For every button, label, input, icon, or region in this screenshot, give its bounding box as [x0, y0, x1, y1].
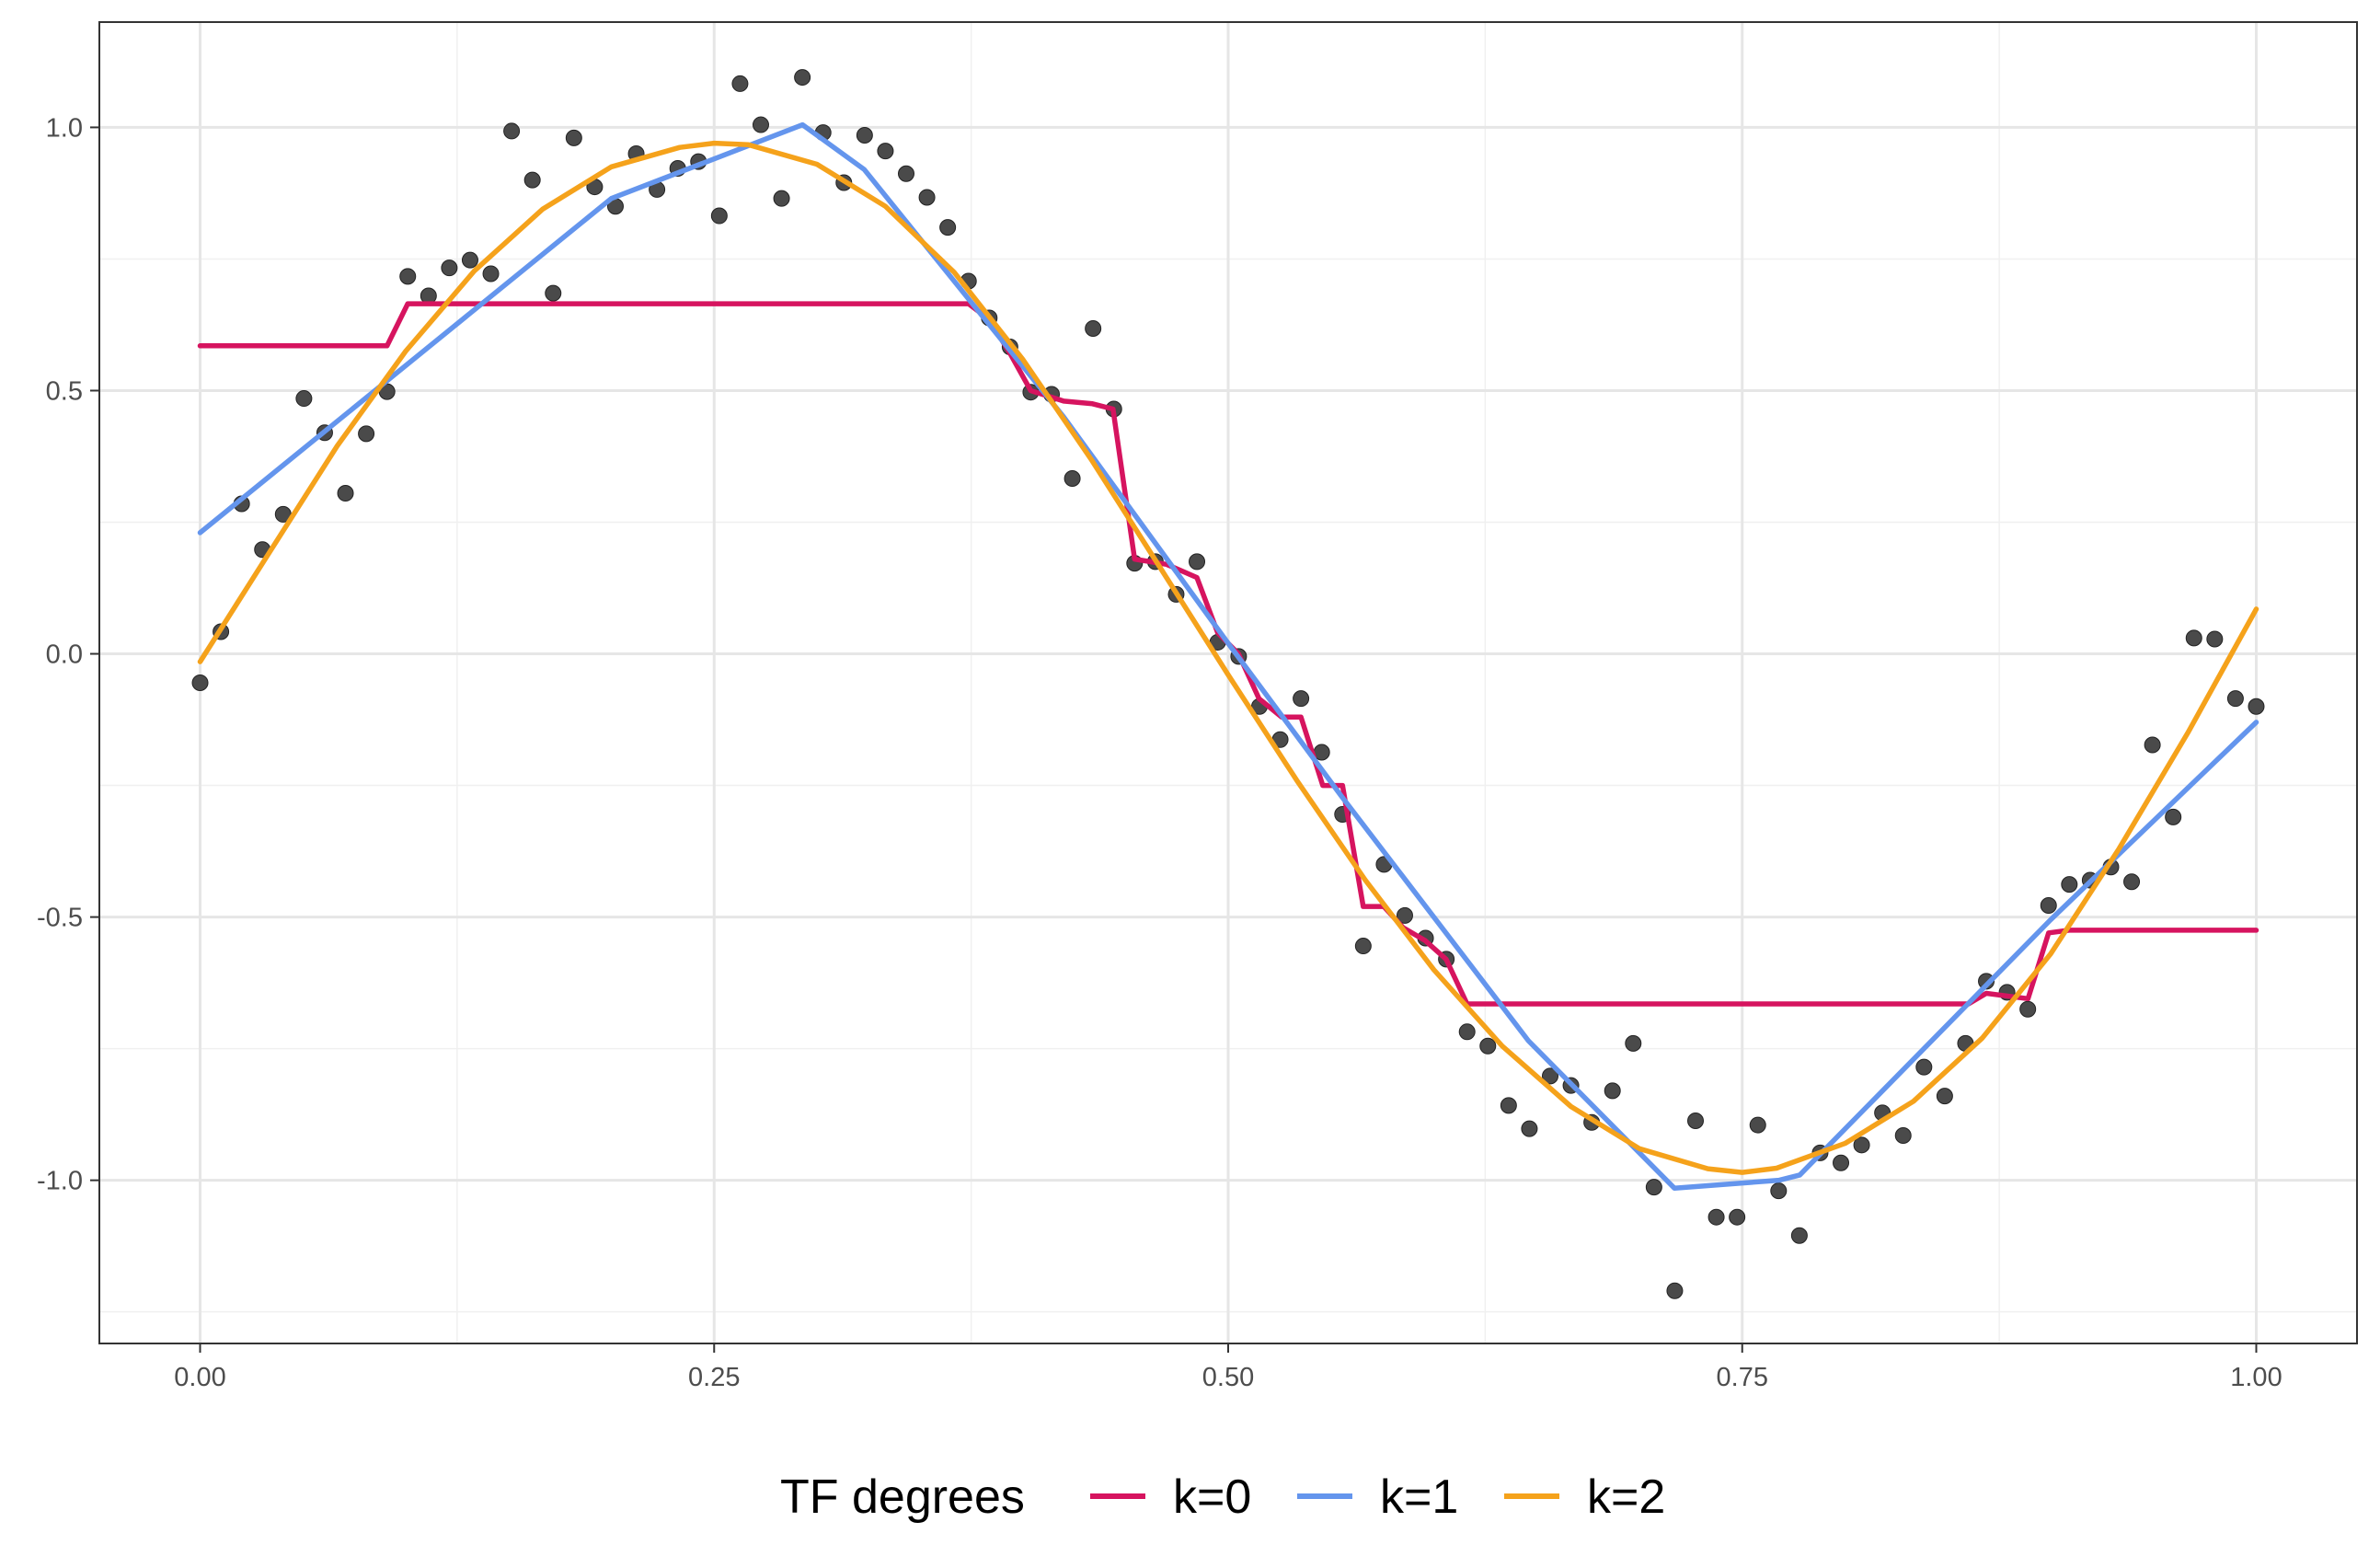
data-point	[1687, 1112, 1705, 1129]
data-point	[545, 284, 562, 302]
data-point	[856, 127, 873, 144]
data-point	[1749, 1116, 1766, 1134]
data-point	[1541, 1067, 1558, 1085]
data-point	[918, 189, 936, 206]
data-point	[441, 259, 458, 277]
data-point	[191, 674, 209, 691]
series-line-k2	[197, 140, 2259, 1175]
data-point	[1790, 1227, 1808, 1244]
data-point	[1833, 1154, 1850, 1171]
y-tick-label: 0.0	[46, 640, 83, 670]
data-point	[399, 268, 417, 285]
y-tick-label: 1.0	[46, 113, 83, 143]
panel-border	[98, 21, 2358, 1344]
data-point	[1189, 553, 1206, 571]
data-point	[461, 251, 478, 269]
data-point	[1604, 1082, 1621, 1100]
data-point	[2248, 698, 2265, 715]
data-point	[1521, 1120, 1538, 1137]
data-point	[1064, 470, 1081, 488]
data-point	[2165, 808, 2182, 825]
x-tick-label: 0.00	[174, 1363, 225, 1392]
data-point	[1770, 1182, 1788, 1200]
legend-label: k=2	[1587, 1470, 1665, 1524]
data-point	[337, 485, 354, 502]
legend: TF degrees k=0 k=1 k=2	[780, 1470, 1665, 1524]
data-point	[2061, 876, 2078, 894]
data-point	[731, 75, 749, 92]
y-tick-label: 0.5	[46, 376, 83, 406]
series-line-k1	[197, 121, 2259, 1191]
data-point	[523, 171, 541, 189]
data-point	[1978, 973, 1995, 990]
x-tick-label: 0.25	[688, 1363, 740, 1392]
data-point	[1085, 319, 1102, 337]
data-point	[295, 390, 313, 408]
data-point	[710, 207, 728, 225]
data-point	[1915, 1058, 1933, 1076]
data-point	[1894, 1127, 1912, 1145]
data-point	[1354, 938, 1372, 955]
series-line-k0	[197, 301, 2259, 1007]
data-point	[939, 219, 957, 236]
fit-lines	[197, 121, 2259, 1191]
legend-label: k=0	[1173, 1470, 1251, 1524]
data-point	[1936, 1088, 1953, 1105]
data-point	[752, 116, 769, 133]
data-point	[1479, 1037, 1497, 1055]
data-point	[2019, 1000, 2037, 1018]
data-point	[2144, 736, 2161, 754]
data-point	[794, 69, 811, 86]
data-point	[1853, 1136, 1870, 1154]
x-tick-label: 1.00	[2230, 1363, 2282, 1392]
data-point	[1729, 1208, 1746, 1226]
data-point	[1293, 690, 1310, 708]
data-point	[773, 190, 790, 207]
y-tick-label: -1.0	[37, 1167, 83, 1196]
data-point	[1645, 1179, 1662, 1196]
data-point	[1458, 1023, 1476, 1041]
data-point	[1625, 1034, 1642, 1052]
data-point	[1500, 1097, 1517, 1114]
data-point	[2185, 629, 2202, 647]
data-point	[565, 129, 582, 146]
data-point	[503, 122, 521, 140]
grid	[99, 22, 2357, 1343]
x-tick-label: 0.75	[1717, 1363, 1768, 1392]
data-point	[2206, 630, 2224, 648]
data-point	[898, 165, 915, 182]
data-point	[358, 425, 375, 443]
data-point	[2226, 690, 2244, 708]
x-tick-label: 0.50	[1202, 1363, 1254, 1392]
data-point	[482, 265, 500, 282]
data-point	[1707, 1208, 1725, 1226]
legend-title: TF degrees	[780, 1470, 1025, 1524]
data-point	[1396, 906, 1413, 924]
legend-label: k=1	[1380, 1470, 1458, 1524]
x-axis: 0.00 0.25 0.50 0.75 1.00	[174, 1343, 2282, 1392]
data-point	[1666, 1282, 1684, 1299]
data-point	[2123, 873, 2141, 891]
data-point	[877, 143, 894, 160]
data-point	[2040, 897, 2057, 915]
y-tick-label: -0.5	[37, 904, 83, 933]
y-axis: 1.0 0.5 0.0 -0.5 -1.0	[37, 113, 99, 1196]
